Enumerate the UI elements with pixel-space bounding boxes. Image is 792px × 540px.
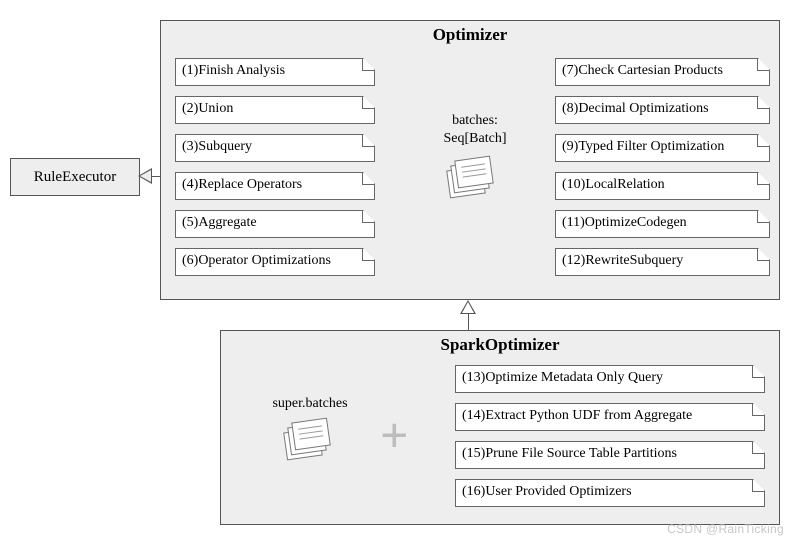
- spark-note-14: (14)Extract Python UDF from Aggregate: [455, 403, 765, 431]
- opt-note-9: (9)Typed Filter Optimization: [555, 134, 770, 162]
- gen-line-ruleexec: [152, 176, 160, 177]
- opt-note-12: (12)RewriteSubquery: [555, 248, 770, 276]
- gen-arrowhead-ruleexec: [138, 168, 152, 184]
- sparkoptimizer-title: SparkOptimizer: [221, 331, 779, 361]
- optimizer-center-label: batches: Seq[Batch]: [430, 112, 520, 147]
- opt-note-8: (8)Decimal Optimizations: [555, 96, 770, 124]
- opt-note-5: (5)Aggregate: [175, 210, 375, 238]
- optimizer-title: Optimizer: [161, 21, 779, 51]
- spark-note-16: (16)User Provided Optimizers: [455, 479, 765, 507]
- paper-stack-icon: [448, 158, 494, 200]
- opt-note-11: (11)OptimizeCodegen: [555, 210, 770, 238]
- gen-arrowhead-spark: [460, 300, 476, 314]
- paper-stack-icon-2: [285, 420, 331, 462]
- super-batches-label: super.batches: [255, 395, 365, 413]
- opt-note-1: (1)Finish Analysis: [175, 58, 375, 86]
- opt-note-6: (6)Operator Optimizations: [175, 248, 375, 276]
- opt-note-7: (7)Check Cartesian Products: [555, 58, 770, 86]
- spark-note-13: (13)Optimize Metadata Only Query: [455, 365, 765, 393]
- opt-note-4: (4)Replace Operators: [175, 172, 375, 200]
- diagram-canvas: RuleExecutor Optimizer (1)Finish Analysi…: [0, 0, 792, 540]
- gen-line-spark: [468, 314, 469, 330]
- watermark-text: CSDN @RainTicking: [667, 522, 784, 536]
- opt-note-3: (3)Subquery: [175, 134, 375, 162]
- plus-icon: +: [380, 410, 409, 460]
- opt-note-10: (10)LocalRelation: [555, 172, 770, 200]
- spark-note-15: (15)Prune File Source Table Partitions: [455, 441, 765, 469]
- ruleexecutor-label: RuleExecutor: [34, 169, 116, 186]
- opt-note-2: (2)Union: [175, 96, 375, 124]
- ruleexecutor-class: RuleExecutor: [10, 158, 140, 196]
